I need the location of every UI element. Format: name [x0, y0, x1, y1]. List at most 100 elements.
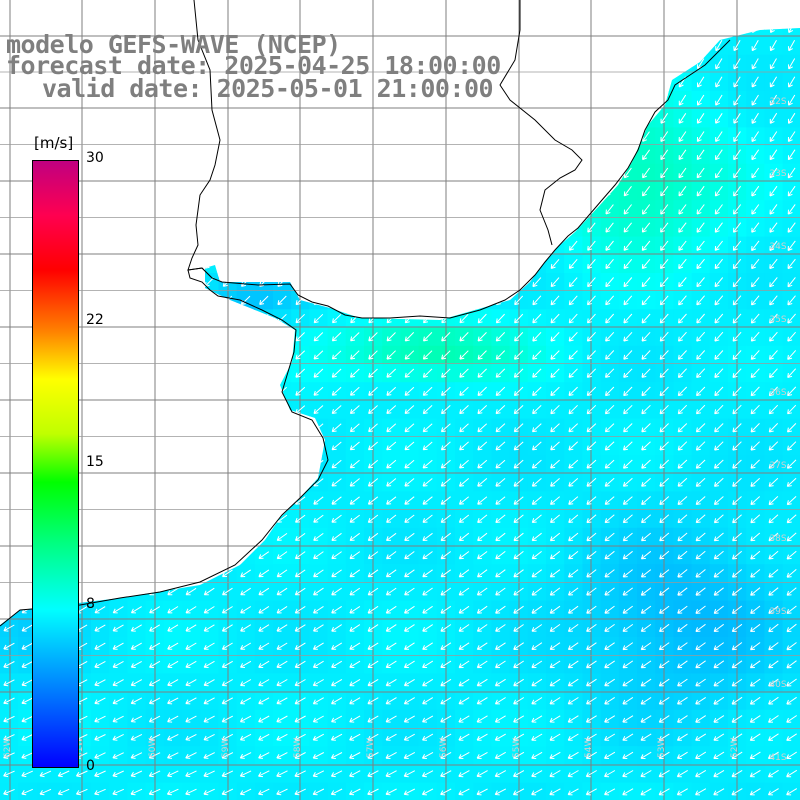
wind-arrow [477, 350, 487, 360]
wind-arrow [112, 788, 124, 796]
wind-arrow [422, 605, 433, 614]
wind-arrow [203, 587, 215, 596]
wind-arrow [786, 678, 797, 687]
wind-arrow [167, 587, 179, 596]
wind-arrow [731, 751, 743, 759]
wind-arrow [695, 496, 706, 505]
wind-arrow [367, 605, 379, 614]
title-valid-date: valid date: 2025-05-01 21:00:00 [42, 74, 494, 103]
wind-arrow [587, 258, 596, 269]
wind-arrow [733, 94, 741, 106]
wind-arrow [203, 697, 215, 705]
wind-arrow [294, 642, 306, 650]
wind-arrow [751, 295, 760, 306]
wind-arrow [3, 715, 15, 723]
wind-arrow [476, 587, 488, 596]
wind-arrow [640, 587, 652, 596]
wind-arrow [768, 569, 779, 578]
wind-arrow [294, 624, 306, 632]
wind-arrow [149, 660, 161, 668]
wind-arrow [21, 624, 33, 632]
wind-arrow [696, 222, 705, 233]
wind-arrow [586, 441, 597, 451]
wind-arrow [367, 660, 379, 668]
wind-arrow [768, 678, 779, 687]
wind-arrow [750, 331, 760, 342]
wind-arrow [513, 660, 524, 669]
wind-arrow [749, 769, 761, 778]
wind-arrow [732, 368, 742, 378]
wind-arrow [221, 715, 234, 723]
wind-arrow [604, 550, 615, 560]
wind-arrow [732, 477, 742, 487]
wind-arrow [769, 368, 778, 378]
wind-arrow [605, 222, 614, 233]
wind-arrow [695, 751, 707, 759]
wind-arrow [494, 697, 506, 705]
wind-arrow [713, 550, 724, 560]
wind-arrow [786, 459, 797, 469]
wind-arrow [149, 624, 161, 632]
wind-arrow [715, 40, 723, 52]
wind-arrow [331, 642, 343, 650]
wind-arrow [385, 642, 397, 650]
wind-arrow [331, 697, 343, 705]
wind-arrow [21, 661, 33, 668]
wind-arrow [604, 623, 615, 632]
wind-arrow [659, 313, 669, 324]
wind-arrow [403, 715, 415, 723]
wind-arrow [386, 532, 397, 541]
wind-arrow [331, 514, 342, 523]
wind-arrow [440, 423, 451, 433]
wind-arrow [422, 697, 434, 705]
wind-arrow [130, 642, 142, 650]
wind-arrow [112, 642, 124, 650]
wind-arrow [604, 459, 615, 469]
wind-arrow [714, 295, 724, 306]
wind-arrow [513, 587, 524, 596]
latitude-label: 32S [769, 97, 786, 107]
wind-arrow [641, 368, 651, 378]
wind-arrow [567, 733, 579, 741]
wind-arrow [112, 733, 124, 741]
wind-arrow [440, 697, 452, 705]
wind-arrow [240, 679, 252, 687]
wind-arrow [786, 733, 797, 741]
wind-arrow [750, 459, 760, 469]
wind-arrow [604, 770, 616, 778]
wind-arrow [495, 496, 506, 505]
wind-arrow [640, 550, 652, 560]
wind-arrow [441, 386, 451, 396]
wind-arrow [658, 642, 670, 651]
wind-arrow [697, 94, 705, 106]
wind-arrow [349, 770, 361, 778]
wind-arrow [57, 788, 70, 796]
wind-arrow [604, 788, 616, 796]
wind-arrow [94, 606, 106, 614]
wind-arrow [751, 277, 760, 288]
wind-arrow [313, 551, 324, 560]
wind-arrow [732, 277, 742, 288]
wind-arrow [532, 405, 542, 415]
wind-arrow [677, 550, 688, 560]
wind-arrow [531, 751, 543, 759]
wind-arrow [240, 697, 252, 705]
wind-arrow [550, 441, 560, 451]
wind-arrow [513, 532, 524, 542]
wind-arrow [732, 532, 742, 542]
wind-arrow [677, 404, 688, 415]
wind-arrow [567, 660, 579, 669]
wind-arrow [658, 660, 670, 669]
wind-arrow [622, 532, 633, 542]
wind-arrow [641, 222, 651, 233]
wind-arrow [585, 788, 597, 796]
wind-arrow [422, 624, 433, 632]
wind-arrow [148, 697, 161, 705]
wind-arrow [568, 423, 579, 433]
wind-arrow [751, 204, 760, 215]
wind-arrow [531, 514, 542, 523]
wind-arrow [768, 642, 779, 651]
wind-arrow [568, 277, 578, 288]
wind-arrow [642, 131, 650, 142]
wind-arrow [659, 605, 670, 614]
